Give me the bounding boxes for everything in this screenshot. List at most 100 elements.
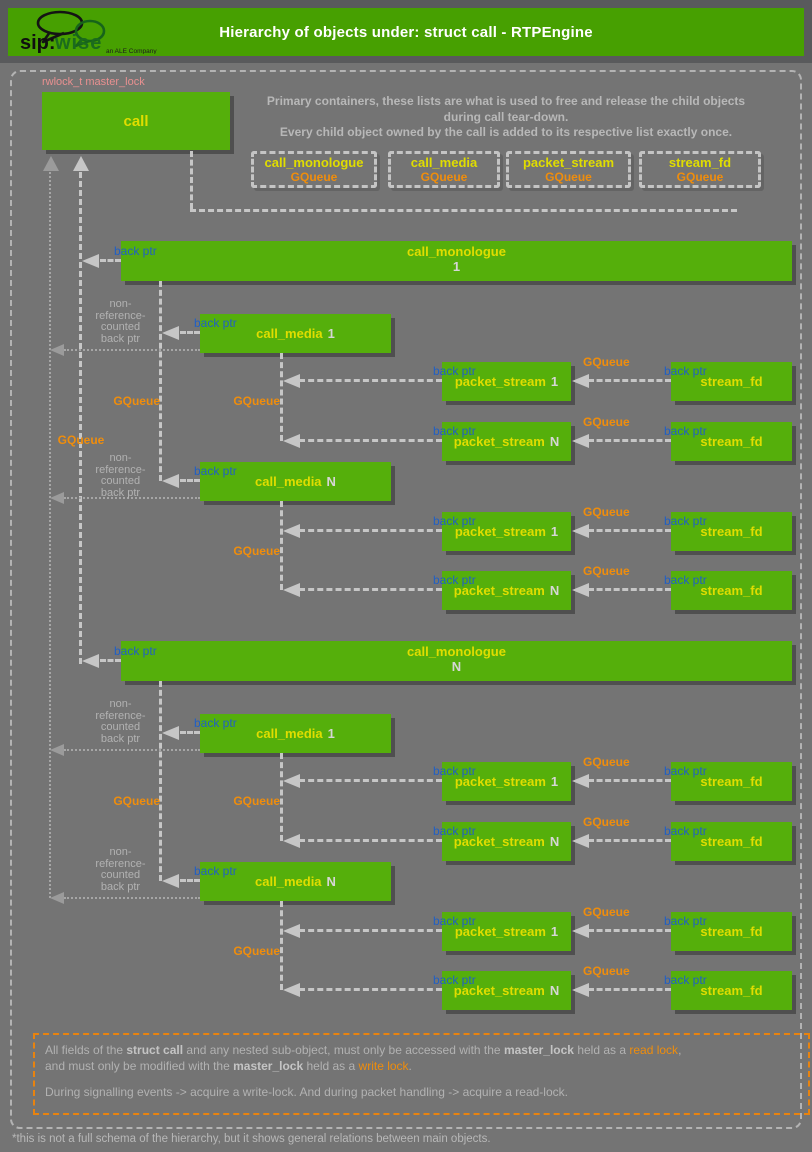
box-number: 1 [550,524,559,539]
gqueue-label: GQueue [583,564,630,578]
back-ptr-arrow [299,779,442,782]
left-arrowhead-icon [162,326,179,340]
box-label: stream_fd [700,834,763,849]
left-arrowhead-icon [283,434,300,448]
gqueue-label: GQueue [233,544,280,558]
gqueue-label: GQueue [233,394,280,408]
back-ptr-label: back ptr [114,644,157,658]
packet-stream-1-box: packet_stream 1 [442,762,571,801]
back-ptr-label: back ptr [194,316,237,330]
box-number: N [549,434,560,449]
gqueue-arrow [588,529,671,532]
left-arrowhead-icon [572,983,589,997]
non-ref-back-ptr-line [64,349,200,351]
box-number: N [549,983,560,998]
non-ref-back-ptr-note: non- reference- counted back ptr [95,298,146,345]
annotation-line-1: All fields of the struct call and any ne… [45,1042,798,1058]
lock-annotation-box: All fields of the struct call and any ne… [33,1033,810,1115]
back-ptr-label: back ptr [433,914,476,928]
logo-sip-text: sip: [20,32,56,54]
left-arrowhead-icon [283,924,300,938]
box-label: stream_fd [700,924,763,939]
annotation-text: All fields of the [45,1043,127,1057]
stream-fd-box: stream_fd [671,571,792,610]
gqueue-label: GQueue [545,170,592,184]
packet-stream-1-box: packet_stream 1 [442,512,571,551]
back-ptr-label: back ptr [664,364,707,378]
container-title: call_monologue [264,155,364,170]
annotation-bold: struct call [126,1043,184,1057]
back-ptr-arrow [180,331,200,334]
logo-wise-text: wise [54,32,102,54]
back-ptr-label: back ptr [433,424,476,438]
stream-fd-box: stream_fd [671,362,792,401]
header-bar [8,8,804,56]
mediaN-stream-spine [280,901,283,990]
box-number: N [549,583,560,598]
gqueue-label: GQueue [583,355,630,369]
annotation-spacer [45,1074,798,1084]
packet-stream-1-box: packet_stream 1 [442,912,571,951]
container-connector-horizontal [190,209,737,212]
box-number: 1 [452,259,461,274]
left-arrowhead-icon [82,654,99,668]
back-ptr-label: back ptr [664,824,707,838]
write-lock-text: write lock [358,1059,409,1073]
gqueue-label: GQueue [583,415,630,429]
container-title: stream_fd [668,155,732,170]
diagram-border [10,70,802,1129]
back-ptr-label: back ptr [433,973,476,987]
gqueue-label: GQueue [57,433,105,447]
box-number: N [326,874,336,889]
back-ptr-arrow [180,879,200,882]
container-packet-stream-gqueue: packet_stream GQueue [506,151,631,188]
packet-stream-n-box: packet_stream N [442,422,571,461]
gqueue-arrow [588,379,671,382]
read-lock-text: read lock [629,1043,679,1057]
back-ptr-arrow [299,588,442,591]
annotation-bold: master_lock [503,1043,574,1057]
left-arrowhead-icon [283,983,300,997]
stream-fd-box: stream_fd [671,512,792,551]
box-number: 1 [550,374,559,389]
non-ref-back-ptr-note: non- reference- counted back ptr [95,698,146,745]
annotation-text: and must only be modified with the [45,1059,234,1073]
left-arrowhead-icon [82,254,99,268]
annotation-text: During signalling events -> acquire a wr… [45,1085,568,1099]
left-arrowhead-icon [572,774,589,788]
back-ptr-label: back ptr [664,973,707,987]
box-label: packet_stream [453,434,545,449]
media1-stream-spine [280,353,283,441]
back-ptr-arrow [299,988,442,991]
left-arrowhead-icon [572,524,589,538]
box-number: 1 [327,326,335,341]
container-connector-vertical [190,151,193,209]
non-ref-back-ptr-note: non- reference- counted back ptr [95,846,146,893]
gqueue-arrow [588,439,671,442]
container-call-monologue-gqueue: call_monologue GQueue [251,151,377,188]
left-arrowhead-icon [50,892,64,904]
stream-fd-box: stream_fd [671,822,792,861]
back-ptr-label: back ptr [664,764,707,778]
monologue1-media-spine [159,281,162,481]
up-arrowhead-icon [73,156,89,171]
back-ptr-arrow [299,439,442,442]
back-ptr-arrow [299,379,442,382]
gqueue-arrow [588,988,671,991]
box-number: 1 [550,774,559,789]
back-ptr-spine [79,172,82,664]
back-ptr-label: back ptr [194,464,237,478]
annotation-text: held as a [573,1043,630,1057]
box-label: stream_fd [700,583,763,598]
stream-fd-box: stream_fd [671,762,792,801]
rwlock-master-lock-label: rwlock_t master_lock [42,76,145,88]
left-arrowhead-icon [572,924,589,938]
back-ptr-label: back ptr [664,573,707,587]
back-ptr-label: back ptr [433,764,476,778]
container-call-media-gqueue: call_media GQueue [388,151,500,188]
left-arrowhead-icon [572,434,589,448]
gqueue-arrow [588,839,671,842]
non-ref-back-ptr-line [64,897,200,899]
back-ptr-label: back ptr [194,864,237,878]
back-ptr-label: back ptr [114,244,157,258]
